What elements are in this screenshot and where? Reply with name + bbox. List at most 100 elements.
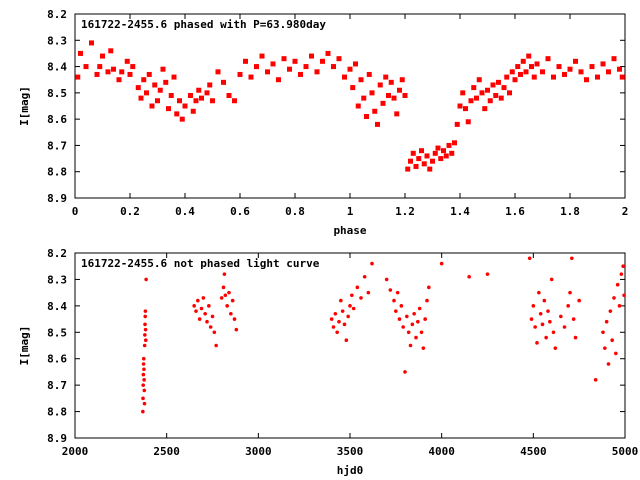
x-tick-label: 0.4 — [175, 205, 195, 218]
data-point — [201, 296, 206, 300]
data-point — [600, 61, 606, 67]
data-point — [119, 69, 125, 75]
data-point — [518, 71, 523, 77]
data-point — [331, 64, 336, 70]
plot-title: 161722-2455.6 not phased light curve — [81, 257, 320, 270]
data-point — [553, 346, 558, 350]
x-tick-label: 1.8 — [560, 205, 580, 218]
data-point — [427, 285, 431, 290]
data-point — [369, 90, 375, 96]
data-point — [292, 58, 298, 64]
data-point — [237, 71, 243, 77]
data-point — [425, 298, 429, 303]
data-point — [566, 304, 570, 308]
y-tick-label: 8.9 — [47, 432, 67, 445]
plot-frame — [74, 13, 626, 199]
data-point — [540, 69, 545, 75]
data-point — [571, 317, 576, 321]
data-point — [207, 304, 211, 308]
data-point — [421, 346, 426, 350]
data-point — [384, 277, 389, 282]
y-tick-label: 8.7 — [47, 379, 67, 392]
data-point — [577, 298, 581, 303]
data-point — [221, 79, 226, 85]
data-point — [144, 277, 148, 282]
x-tick-label: 4000 — [428, 445, 455, 458]
data-point — [141, 372, 146, 377]
x-tick-label: 3000 — [245, 445, 272, 458]
data-point — [380, 100, 386, 106]
data-point — [559, 314, 563, 319]
data-point — [143, 327, 148, 332]
data-point — [548, 319, 552, 324]
data-point — [612, 296, 616, 300]
data-point — [611, 56, 617, 62]
data-point — [487, 98, 493, 104]
data-point — [141, 77, 147, 83]
data-point — [485, 272, 490, 276]
data-point — [408, 158, 413, 164]
data-point — [108, 48, 114, 54]
data-point — [225, 304, 229, 308]
data-point — [141, 396, 145, 401]
data-point — [457, 103, 463, 109]
x-tick-label: 1.4 — [450, 205, 470, 218]
data-point — [468, 98, 474, 104]
plot-frame — [74, 252, 626, 439]
data-point — [210, 314, 215, 319]
data-point — [615, 282, 620, 287]
data-point — [179, 116, 185, 122]
data-point — [504, 74, 510, 80]
data-point — [142, 401, 147, 406]
y-tick-label: 8.5 — [47, 87, 67, 100]
data-point — [617, 66, 622, 72]
data-point — [399, 77, 405, 83]
data-point — [460, 90, 466, 96]
data-point — [619, 272, 624, 276]
data-point — [339, 298, 343, 303]
data-point — [562, 71, 567, 77]
data-point — [229, 311, 233, 316]
data-point — [124, 58, 130, 64]
data-point — [595, 74, 600, 80]
data-point — [210, 98, 215, 104]
data-point — [141, 356, 146, 361]
data-point — [476, 77, 482, 83]
data-point — [388, 79, 394, 85]
data-point — [533, 325, 537, 329]
data-point — [603, 346, 607, 350]
data-point — [441, 148, 446, 154]
data-point — [593, 378, 598, 382]
unphased-light-curve-plot: 2000 2500 3000 3500 4000 4500 5000 8.2 8.3 8.4 8.5… — [18, 247, 638, 477]
data-point — [89, 40, 94, 46]
data-point — [529, 317, 534, 321]
data-point — [75, 74, 81, 80]
data-point — [347, 66, 353, 72]
data-point — [406, 330, 411, 335]
y-tick-label: 8.6 — [47, 353, 67, 366]
x-axis-label: phase — [333, 224, 366, 237]
data-point — [454, 121, 460, 127]
data-point — [471, 85, 477, 91]
data-point — [449, 150, 455, 156]
data-point — [589, 64, 595, 70]
plot-title: 161722-2455.6 phased with P=63.980day — [81, 18, 326, 31]
data-point — [207, 82, 213, 88]
data-point — [490, 82, 496, 88]
x-tick-label: 3500 — [337, 445, 364, 458]
y-axis-label: I[mag] — [18, 86, 31, 126]
data-point — [412, 311, 416, 316]
data-point — [391, 95, 397, 101]
data-point — [394, 111, 400, 117]
data-point — [568, 290, 572, 295]
data-point — [416, 319, 420, 324]
data-point — [567, 66, 573, 72]
data-point — [214, 343, 218, 348]
data-point — [203, 311, 207, 316]
data-point — [446, 142, 452, 148]
data-point — [142, 367, 146, 372]
data-point — [485, 87, 490, 93]
data-point — [414, 335, 418, 340]
data-point — [342, 322, 347, 327]
